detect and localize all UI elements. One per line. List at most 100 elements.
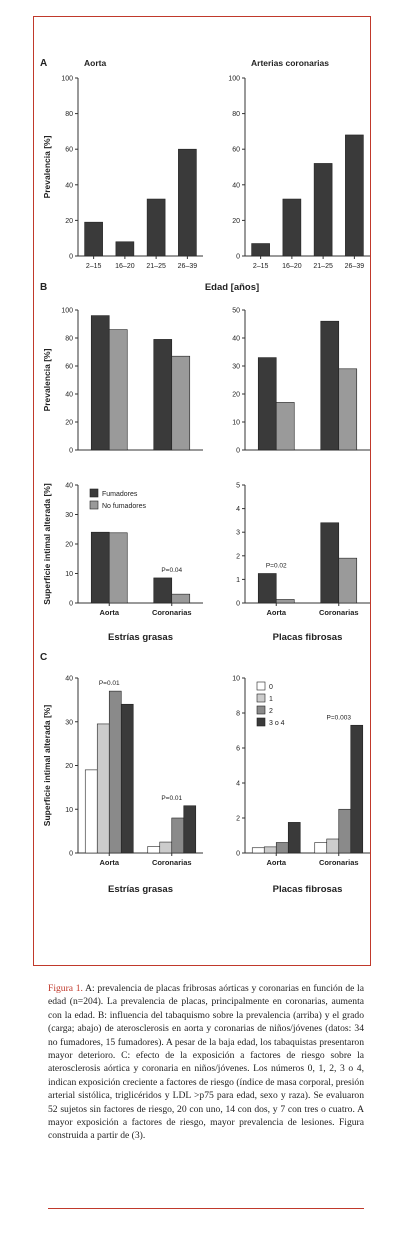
b-sup-estrias-bar-0	[90, 531, 110, 604]
c-estrias-xlabel: Estrías grasas	[108, 884, 173, 895]
b-prev-estrias-ytick-label: 40	[65, 392, 73, 399]
b-sup-estrias-bar-0	[153, 577, 173, 604]
c-placas-xtick-label: Aorta	[266, 858, 286, 867]
b-prev-estrias-ytick-label: 20	[65, 420, 73, 427]
b-sup-placas-ytick-label: 0	[236, 601, 240, 608]
c-estrias-bar-1	[159, 841, 173, 854]
c-placas-ytick-label: 10	[232, 676, 240, 683]
a-coronarias-xtick-label: 21–25	[313, 263, 333, 270]
c-placas-annotation: P=0.003	[327, 714, 352, 721]
b-sup-placas-bar-0	[320, 522, 340, 604]
section-label-b: B	[40, 282, 47, 293]
b-sup-estrias-ylabel: Superficie intimal alterada [%]	[42, 483, 52, 605]
b-sup-estrias-legend-swatch	[89, 500, 99, 510]
a-aorta-ytick-label: 60	[65, 147, 73, 154]
c-placas-legend-label: 0	[269, 684, 273, 691]
b-sup-estrias-ytick-label: 40	[65, 483, 73, 490]
b-sup-estrias-ytick-label: 10	[65, 571, 73, 578]
b-prev-placas-ytick-label: 10	[232, 420, 240, 427]
b-sup-placas-ytick-label: 1	[236, 577, 240, 584]
b-sup-placas-bar-0	[257, 573, 277, 604]
b-sup-estrias-bar-1	[108, 532, 128, 604]
b-prev-estrias-ytick-label: 100	[61, 308, 73, 315]
b-prev-placas-ytick-label: 50	[232, 308, 240, 315]
b-prev-placas-ytick-label: 0	[236, 448, 240, 455]
b-sup-estrias-ytick-label: 30	[65, 512, 73, 519]
c-placas-ytick-label: 6	[236, 746, 240, 753]
c-placas-bar-1	[263, 846, 277, 854]
a-coronarias-bar	[313, 163, 333, 257]
a-coronarias-ytick-label: 60	[232, 147, 240, 154]
a-aorta-ytick-label: 80	[65, 111, 73, 118]
c-placas-bar-0	[314, 842, 328, 854]
b-sup-placas-xtick-label: Aorta	[266, 608, 286, 617]
c-estrias-bar-3	[183, 805, 197, 854]
a-coronarias-ytick-label: 20	[232, 218, 240, 225]
caption-rule	[48, 1208, 364, 1209]
c-placas-ytick-label: 0	[236, 851, 240, 858]
b-prev-placas-ytick-label: 40	[232, 336, 240, 343]
b-sup-placas-ytick-label: 3	[236, 530, 240, 537]
c-placas-legend-label: 2	[269, 708, 273, 715]
c-placas-legend-swatch	[256, 693, 266, 703]
c-placas-bar-1	[326, 838, 340, 854]
c-placas-ytick-label: 8	[236, 711, 240, 718]
a-coronarias-bar	[282, 198, 302, 257]
figure-caption: Figura 1. A: prevalencia de placas fribr…	[48, 982, 364, 1143]
b-sup-placas-bar-1	[275, 599, 295, 604]
b-prev-placas-bar-1	[338, 368, 358, 451]
a-coronarias-xtick-label: 2–15	[253, 263, 269, 270]
b-sup-estrias-legend-label: Fumadores	[102, 491, 138, 498]
a-coronarias-title: Arterias coronarias	[251, 58, 329, 68]
b-sup-placas-annotation: P=0.02	[266, 563, 287, 570]
c-placas-legend-swatch	[256, 705, 266, 715]
b-prev-estrias-ytick-label: 80	[65, 336, 73, 343]
c-estrias-bar-0	[84, 769, 98, 854]
a-aorta-ytick-label: 20	[65, 218, 73, 225]
c-placas-legend-label: 1	[269, 696, 273, 703]
b-sup-estrias-annotation: P=0.04	[161, 567, 182, 574]
c-placas-bar-3	[350, 724, 364, 854]
c-placas-legend-label: 3 o 4	[269, 720, 285, 727]
c-estrias-ytick-label: 0	[69, 851, 73, 858]
a-aorta-title: Aorta	[84, 58, 106, 68]
a-coronarias-bar	[251, 243, 270, 257]
section-label-c: C	[40, 652, 47, 663]
a-coronarias-xtick-label: 26–39	[345, 263, 365, 270]
c-estrias-ytick-label: 20	[65, 763, 73, 770]
a-aorta-ylabel: Prevalencia [%]	[42, 135, 52, 198]
b-sup-estrias-ytick-label: 20	[65, 542, 73, 549]
b-sup-estrias-ytick-label: 0	[69, 601, 73, 608]
a-aorta-ytick-label: 100	[61, 76, 73, 83]
a-aorta-ytick-label: 0	[69, 254, 73, 261]
c-estrias-ytick-label: 30	[65, 719, 73, 726]
c-estrias-xtick-label: Aorta	[99, 858, 119, 867]
b-prev-estrias-ytick-label: 0	[69, 448, 73, 455]
b-prev-estrias-bar-1	[108, 329, 128, 451]
c-placas-bar-2	[338, 808, 352, 854]
b-sup-placas-bar-1	[338, 557, 358, 604]
b-prev-placas-bar-1	[275, 402, 295, 451]
c-estrias-ylabel: Superficie intimal alterada [%]	[42, 705, 52, 827]
a-aorta-bar	[84, 221, 103, 257]
c-placas-xtick-label: Coronarias	[319, 858, 359, 867]
b-prev-placas-ytick-label: 30	[232, 364, 240, 371]
c-estrias-annotation: P=0.01	[99, 680, 120, 687]
a-aorta-ytick-label: 40	[65, 182, 73, 189]
a-aorta-xtick-label: 21–25	[146, 263, 166, 270]
section-label-a: A	[40, 58, 47, 69]
b-sup-estrias-xtick-label: Coronarias	[152, 608, 192, 617]
b-sup-estrias-legend-swatch	[89, 488, 99, 498]
a-aorta-xtick-label: 2–15	[86, 263, 102, 270]
c-estrias-ytick-label: 10	[65, 807, 73, 814]
a-coronarias-ytick-label: 80	[232, 111, 240, 118]
c-estrias-bar-3	[120, 703, 134, 854]
caption-label: Figura 1.	[48, 983, 83, 994]
b-sup-placas-ytick-label: 4	[236, 506, 240, 513]
c-estrias-bar-2	[171, 817, 185, 854]
b-sup-placas-xtick-label: Coronarias	[319, 608, 359, 617]
b-prev-estrias-bar-0	[90, 315, 110, 451]
b-sup-estrias-xlabel: Estrías grasas	[108, 632, 173, 643]
c-estrias-bar-2	[108, 690, 122, 854]
b-sup-placas-ytick-label: 2	[236, 553, 240, 560]
